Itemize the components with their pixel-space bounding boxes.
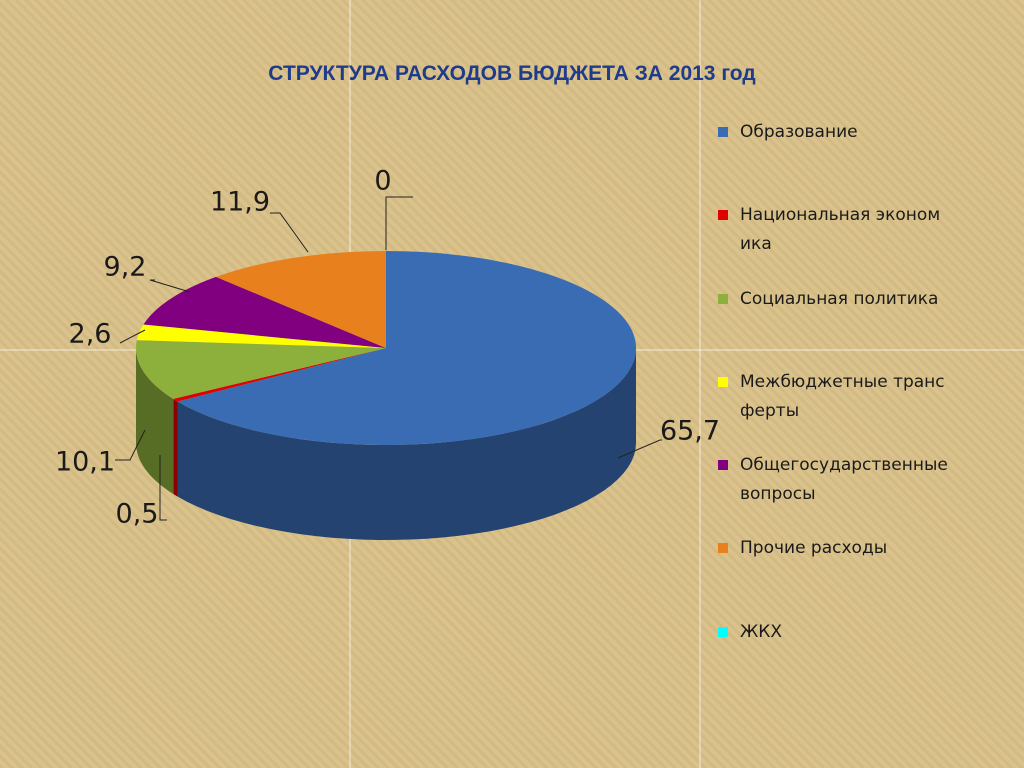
legend-swatch [718,460,728,470]
legend-item: Образование [718,118,948,147]
data-label: 9,2 [104,252,147,283]
slice [135,340,386,399]
leader-line [617,439,662,459]
data-label: 11,9 [210,187,270,218]
slice [173,348,386,402]
legend-item: Национальная экономика [718,201,948,259]
data-label: 65,7 [660,416,720,447]
slice-side [173,398,178,497]
leader-line [159,455,167,521]
chart-title: СТРУКТУРА РАСХОДОВ БЮДЖЕТА ЗА 2013 год [268,62,756,85]
slice [143,276,386,348]
legend-label: Общегосударственные вопросы [740,455,948,504]
data-label: 2,6 [69,319,112,350]
slice-side [177,348,636,540]
data-label: 0 [374,166,391,197]
leader-line [385,196,413,250]
legend-swatch [718,543,728,553]
legend-item: Межбюджетные трансферты [718,368,948,426]
slice [177,250,637,445]
legend-swatch [718,377,728,387]
legend-label: Социальная политика [740,289,939,309]
data-label: 10,1 [55,447,115,478]
legend-item: Социальная политика [718,285,948,314]
legend-swatch [718,210,728,220]
legend-label: Межбюджетные трансферты [740,372,945,421]
legend-item: Общегосударственные вопросы [718,451,948,509]
slice [136,324,386,348]
legend-swatch [718,127,728,137]
leader-line [149,279,191,293]
legend-swatch [718,294,728,304]
data-label: 0,5 [116,499,159,530]
leader-line [119,329,146,344]
legend-label: Национальная экономика [740,205,941,254]
slice-side [136,348,174,494]
legend-item: Прочие расходы [718,534,948,563]
legend-label: ЖКХ [740,622,783,642]
legend-label: Образование [740,122,858,142]
leader-line [270,212,309,253]
slice [216,251,386,348]
legend-swatch [718,627,728,637]
legend-item: ЖКХ [718,618,948,647]
leader-line [115,429,146,461]
legend-label: Прочие расходы [740,538,888,558]
